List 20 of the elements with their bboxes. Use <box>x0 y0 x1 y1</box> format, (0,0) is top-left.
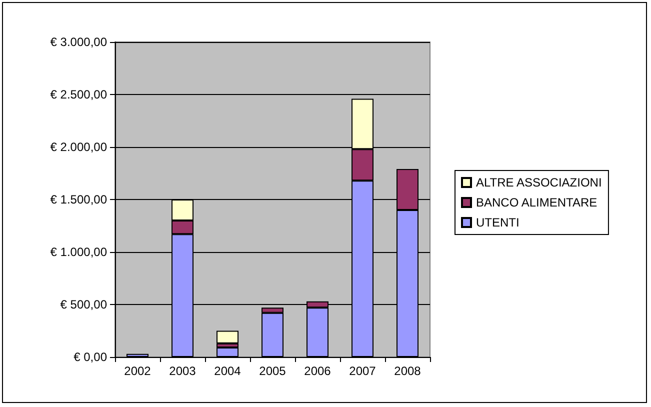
y-tick-label: € 1.500,00 <box>50 192 108 206</box>
legend-label: BANCO ALIMENTARE <box>476 196 598 210</box>
x-tick-label: 2008 <box>394 364 422 378</box>
y-tick-label: € 2.000,00 <box>50 140 108 154</box>
y-tick-label: € 0,00 <box>74 350 108 364</box>
x-tick-label: 2002 <box>124 364 152 378</box>
bar <box>216 348 238 357</box>
x-tick-label: 2006 <box>304 364 332 378</box>
legend-label: UTENTI <box>476 216 520 230</box>
x-tick-label: 2007 <box>349 364 376 378</box>
y-tick-label: € 3.000,00 <box>50 35 108 49</box>
bar <box>216 330 238 344</box>
x-tick-label: 2004 <box>214 364 242 378</box>
y-tick-label: € 1.000,00 <box>50 245 108 259</box>
y-tick-label: € 500,00 <box>60 298 108 312</box>
y-tick-label: € 2.500,00 <box>50 88 108 102</box>
x-tick-label: 2003 <box>169 364 196 378</box>
legend-label: ALTRE ASSOCIAZIONI <box>476 176 602 190</box>
bar <box>126 354 148 357</box>
x-tick-label: 2005 <box>259 364 286 378</box>
